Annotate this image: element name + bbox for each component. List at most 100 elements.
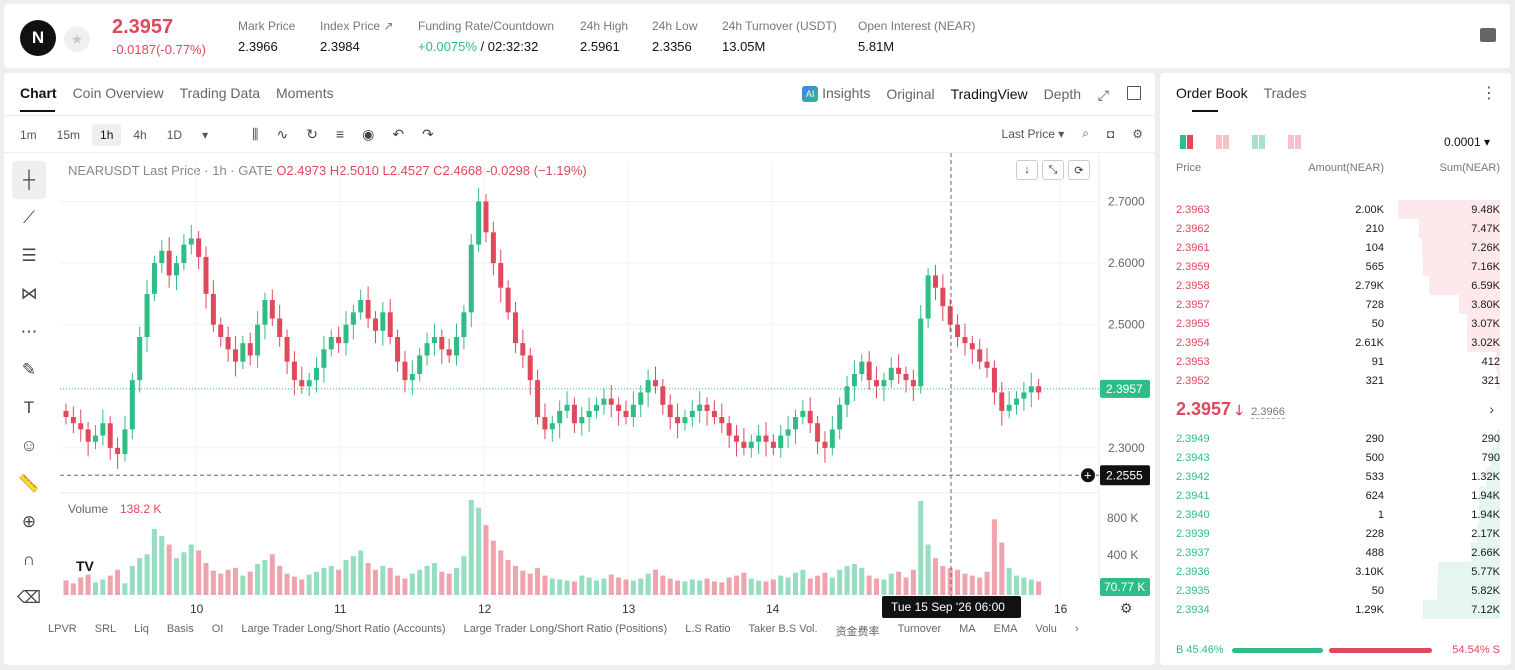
- refresh-icon[interactable]: ↻: [306, 126, 318, 142]
- layout-icon[interactable]: [1127, 86, 1141, 100]
- ask-row[interactable]: 2.3963 2.00K 9.48K: [1176, 200, 1500, 219]
- bid-row[interactable]: 2.3941 624 1.94K: [1176, 486, 1500, 505]
- ask-row[interactable]: 2.3958 2.79K 6.59K: [1176, 276, 1500, 295]
- notes-icon[interactable]: [1480, 28, 1496, 42]
- search-icon[interactable]: ⌕: [1082, 126, 1089, 140]
- indicator-item[interactable]: Large Trader Long/Short Ratio (Accounts): [241, 623, 446, 635]
- indicator-item[interactable]: Liq: [134, 623, 149, 635]
- ask-row[interactable]: 2.3959 565 7.16K: [1176, 257, 1500, 276]
- crosshair-icon[interactable]: ┼: [12, 161, 46, 199]
- bid-row[interactable]: 2.3949 290 290: [1176, 429, 1500, 448]
- bid-row[interactable]: 2.3935 50 5.82K: [1176, 581, 1500, 600]
- indicator-item[interactable]: LPVR: [48, 623, 77, 635]
- candle-type-icon[interactable]: ⫼: [252, 126, 259, 142]
- volume-bar: [888, 573, 894, 595]
- ask-row[interactable]: 2.3954 2.61K 3.02K: [1176, 333, 1500, 352]
- volume-bar: [107, 575, 113, 595]
- emoji-icon[interactable]: ☺: [20, 436, 38, 455]
- trendline-icon[interactable]: ⟋: [23, 208, 35, 227]
- interval-1d[interactable]: 1D: [166, 128, 183, 142]
- precision-select[interactable]: 0.0001 ▾: [1443, 135, 1490, 149]
- ask-row[interactable]: 2.3952 321 321: [1176, 371, 1500, 390]
- y-tick-label: 2.6000: [1108, 256, 1145, 270]
- pattern-icon[interactable]: ⋈: [20, 284, 38, 303]
- alerts-icon[interactable]: ◉: [362, 126, 375, 142]
- ruler-icon[interactable]: 📏: [18, 474, 40, 493]
- tab-depth[interactable]: Depth: [1043, 85, 1081, 102]
- tab-tradingview[interactable]: TradingView: [950, 85, 1028, 102]
- magnet-icon[interactable]: ∩: [22, 550, 36, 569]
- interval-1h[interactable]: 1h: [92, 124, 122, 146]
- chevron-right-icon[interactable]: ›: [1489, 401, 1494, 417]
- ask-row[interactable]: 2.3957 728 3.80K: [1176, 295, 1500, 314]
- undo-icon[interactable]: ↶: [392, 126, 405, 142]
- ask-row[interactable]: 2.3962 210 7.47K: [1176, 219, 1500, 238]
- camera-icon[interactable]: ◘: [1106, 126, 1115, 141]
- candle-body: [439, 337, 445, 350]
- asks-only-icon[interactable]: [1288, 135, 1302, 149]
- reset-icon[interactable]: ⟳: [1068, 160, 1090, 180]
- indicator-item[interactable]: Taker B.S Vol.: [748, 623, 818, 635]
- indicator-item[interactable]: MA: [959, 623, 976, 635]
- eraser-icon[interactable]: ⌫: [16, 588, 42, 607]
- ask-row[interactable]: 2.3961 104 7.26K: [1176, 238, 1500, 257]
- both-sides-icon[interactable]: [1180, 135, 1194, 149]
- horizontal-lines-icon[interactable]: ☰: [21, 246, 37, 265]
- mixed-icon[interactable]: [1216, 135, 1230, 149]
- bid-row[interactable]: 2.3939 228 2.17K: [1176, 524, 1500, 543]
- ask-row[interactable]: 2.3955 50 3.07K: [1176, 314, 1500, 333]
- tab-order-book[interactable]: Order Book: [1176, 85, 1248, 101]
- fib-icon[interactable]: ⋯: [20, 322, 38, 341]
- ask-row[interactable]: 2.3953 91 412: [1176, 352, 1500, 371]
- price-type-select[interactable]: Last Price ▾: [1001, 126, 1065, 141]
- bids-only-icon[interactable]: [1252, 135, 1266, 149]
- tab-trading-data[interactable]: Trading Data: [179, 85, 261, 101]
- candle-body: [159, 250, 165, 264]
- x-tick-label: 16: [1054, 602, 1068, 616]
- tab-insights[interactable]: AI Insights: [802, 85, 870, 103]
- indicator-item[interactable]: EMA: [993, 623, 1018, 635]
- ob-sum: 2.66K: [1471, 547, 1500, 559]
- interval-4h[interactable]: 4h: [133, 128, 147, 142]
- ob-sum: 5.77K: [1471, 566, 1500, 578]
- tab-chart[interactable]: Chart: [20, 85, 57, 101]
- indicators-icon[interactable]: ∿: [276, 126, 289, 142]
- bid-row[interactable]: 2.3934 1.29K 7.12K: [1176, 600, 1500, 619]
- indicator-item[interactable]: SRL: [94, 623, 117, 635]
- tab-original[interactable]: Original: [886, 85, 935, 102]
- interval-dropdown-icon[interactable]: ▾: [202, 128, 209, 142]
- indicator-item[interactable]: Large Trader Long/Short Ratio (Positions…: [463, 623, 668, 635]
- indicator-item[interactable]: 资金费率: [835, 626, 880, 638]
- tab-trades[interactable]: Trades: [1263, 85, 1307, 101]
- indicator-item[interactable]: Turnover: [897, 623, 942, 635]
- zoom-icon[interactable]: ⊕: [21, 512, 37, 531]
- interval-15m[interactable]: 15m: [56, 128, 81, 142]
- scroll-down-icon[interactable]: ↓: [1016, 160, 1038, 180]
- bid-row[interactable]: 2.3942 533 1.32K: [1176, 467, 1500, 486]
- bid-row[interactable]: 2.3940 1 1.94K: [1176, 505, 1500, 524]
- more-icon[interactable]: ⋮: [1481, 85, 1497, 102]
- indicator-item[interactable]: Basis: [166, 623, 194, 635]
- indicator-item[interactable]: L.S Ratio: [685, 623, 731, 635]
- interval-1m[interactable]: 1m: [20, 128, 37, 142]
- ob-tab-underline: [1192, 110, 1218, 112]
- templates-icon[interactable]: ≡: [335, 126, 345, 142]
- bid-row[interactable]: 2.3936 3.10K 5.77K: [1176, 562, 1500, 581]
- indicator-item[interactable]: Volu: [1035, 623, 1057, 635]
- ob-last-price: 2.3957 🡓 2.3966 ›: [1176, 399, 1500, 424]
- bid-row[interactable]: 2.3943 500 790: [1176, 448, 1500, 467]
- brush-icon[interactable]: ✎: [21, 360, 37, 379]
- indicator-item[interactable]: OI: [211, 623, 224, 635]
- price-chart[interactable]: 2.7000 2.6000 2.5000 2.3000 10 11 12 13 14 16 2.39…: [4, 73, 1155, 665]
- redo-icon[interactable]: ↷: [422, 126, 434, 142]
- tab-moments[interactable]: Moments: [276, 85, 334, 101]
- favorite-star-icon[interactable]: ★: [64, 26, 90, 52]
- settings-icon[interactable]: ⚙: [1132, 126, 1143, 141]
- fullscreen-icon[interactable]: ⤢: [1097, 87, 1109, 103]
- bid-row[interactable]: 2.3937 488 2.66K: [1176, 543, 1500, 562]
- text-icon[interactable]: T: [23, 398, 35, 417]
- indicator-next-icon[interactable]: ›: [1074, 623, 1079, 635]
- collapse-icon[interactable]: ⤡: [1042, 160, 1064, 180]
- tab-coin-overview[interactable]: Coin Overview: [72, 85, 164, 101]
- volume-bar: [210, 570, 216, 595]
